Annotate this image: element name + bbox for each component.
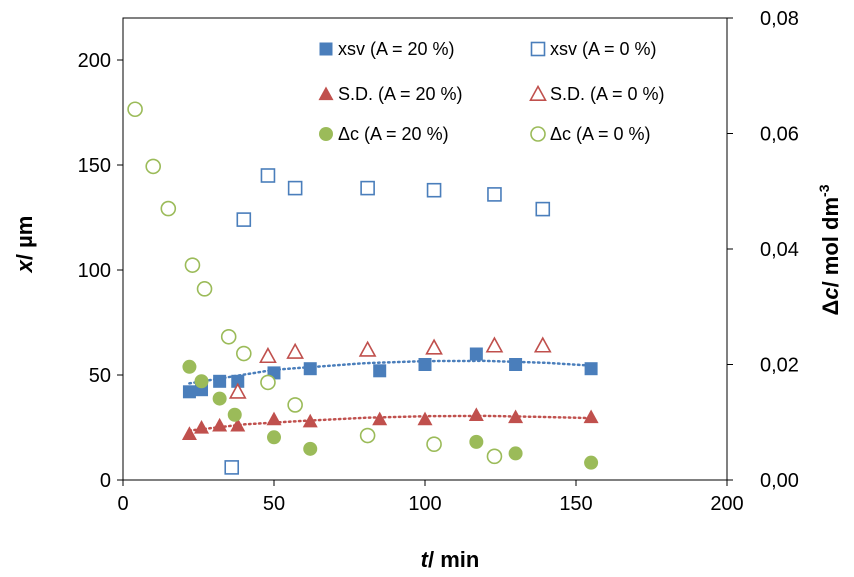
legend-marker — [319, 127, 333, 141]
data-point — [360, 180, 375, 196]
data-point — [302, 413, 318, 428]
y2-tick-label: 0,06 — [760, 124, 799, 146]
data-point — [426, 436, 442, 452]
data-point — [487, 187, 502, 202]
y-tick-label: 200 — [78, 50, 111, 72]
y-tick-label: 100 — [78, 260, 111, 282]
data-point — [417, 411, 433, 426]
data-point — [426, 182, 442, 198]
trendline — [188, 359, 593, 385]
data-point — [194, 374, 209, 389]
data-point — [486, 448, 503, 465]
y2-tick-label: 0,02 — [760, 355, 799, 377]
legend-marker — [319, 42, 333, 56]
legend-label: Δc (A = 20 %) — [338, 124, 449, 144]
data-point — [373, 364, 387, 378]
data-point — [182, 359, 197, 374]
data-point — [145, 158, 161, 175]
legend-label: S.D. (A = 20 %) — [338, 84, 463, 104]
data-point — [213, 374, 227, 388]
y-axis-title: x/ µm — [12, 216, 37, 274]
data-point — [224, 460, 240, 475]
data-point — [181, 426, 197, 440]
data-point — [535, 201, 551, 217]
data-point — [194, 419, 210, 434]
data-point — [236, 212, 252, 227]
data-point — [584, 455, 599, 470]
y2-tick-label: 0,00 — [760, 470, 799, 492]
legend-marker — [530, 41, 546, 57]
x-tick-label: 200 — [710, 493, 743, 515]
data-point — [372, 411, 388, 426]
x-axis-title: t/ min — [421, 547, 480, 572]
data-point — [212, 391, 227, 406]
data-point — [287, 397, 303, 413]
data-point — [418, 358, 432, 371]
data-point — [160, 200, 177, 217]
y2-tick-label: 0,08 — [760, 8, 799, 30]
data-point — [583, 409, 599, 424]
data-point — [260, 168, 276, 183]
data-point — [267, 430, 281, 445]
axes-layer: 0 50 100 150 200 0 50 100 150 200 0,00 0,02 0,04 0,06… — [78, 8, 799, 515]
data-point — [184, 257, 201, 273]
series-group — [127, 101, 503, 465]
data-point — [359, 427, 376, 444]
data-point — [259, 346, 277, 364]
data-point — [230, 417, 246, 432]
y2-tick-label: 0,04 — [760, 239, 799, 261]
data-point — [425, 338, 443, 355]
data-point — [220, 328, 237, 345]
y2-axis-title: Δc/ mol dm-3 — [816, 184, 843, 315]
data-points-layer — [127, 101, 599, 475]
data-point — [228, 382, 247, 399]
series-group — [228, 336, 552, 399]
legend-label: Δc (A = 0 %) — [550, 124, 651, 144]
x-tick-label: 150 — [559, 493, 592, 515]
data-point — [485, 336, 504, 353]
legend-label: xsv (A = 0 %) — [550, 39, 657, 59]
legend-label: S.D. (A = 0 %) — [550, 84, 665, 104]
data-point — [303, 441, 318, 456]
data-point — [236, 345, 252, 362]
data-point — [286, 342, 305, 359]
data-point — [266, 411, 282, 426]
series-group — [181, 407, 599, 440]
legend-marker — [529, 84, 547, 101]
data-point — [533, 336, 552, 353]
data-point — [231, 374, 245, 388]
data-point — [182, 385, 196, 399]
data-point — [509, 358, 523, 371]
data-point — [358, 340, 377, 357]
trendline — [188, 414, 593, 432]
y-tick-label: 50 — [89, 365, 111, 387]
data-point — [212, 417, 228, 432]
x-tick-label: 100 — [408, 493, 441, 515]
data-point — [287, 180, 303, 196]
legend-marker — [318, 86, 334, 101]
data-point — [508, 409, 524, 424]
legend: xsv (A = 20 %) xsv (A = 0 %) S.D. (A = 20 … — [318, 39, 665, 144]
data-point — [127, 101, 143, 118]
series-group — [182, 359, 599, 470]
data-point — [227, 407, 242, 422]
series-group — [224, 168, 551, 475]
data-point — [468, 407, 484, 422]
data-point — [508, 446, 523, 461]
y-tick-label: 0 — [100, 470, 111, 492]
data-point — [260, 374, 276, 391]
data-point — [303, 362, 317, 376]
data-point — [196, 281, 213, 297]
x-tick-label: 50 — [263, 493, 285, 515]
legend-label: xsv (A = 20 %) — [338, 39, 455, 59]
trendlines-layer — [188, 359, 593, 432]
data-point — [469, 434, 484, 449]
y-tick-label: 150 — [78, 155, 111, 177]
legend-marker — [530, 126, 546, 142]
x-tick-label: 0 — [117, 493, 128, 515]
data-point — [584, 362, 598, 376]
data-point — [469, 347, 483, 361]
